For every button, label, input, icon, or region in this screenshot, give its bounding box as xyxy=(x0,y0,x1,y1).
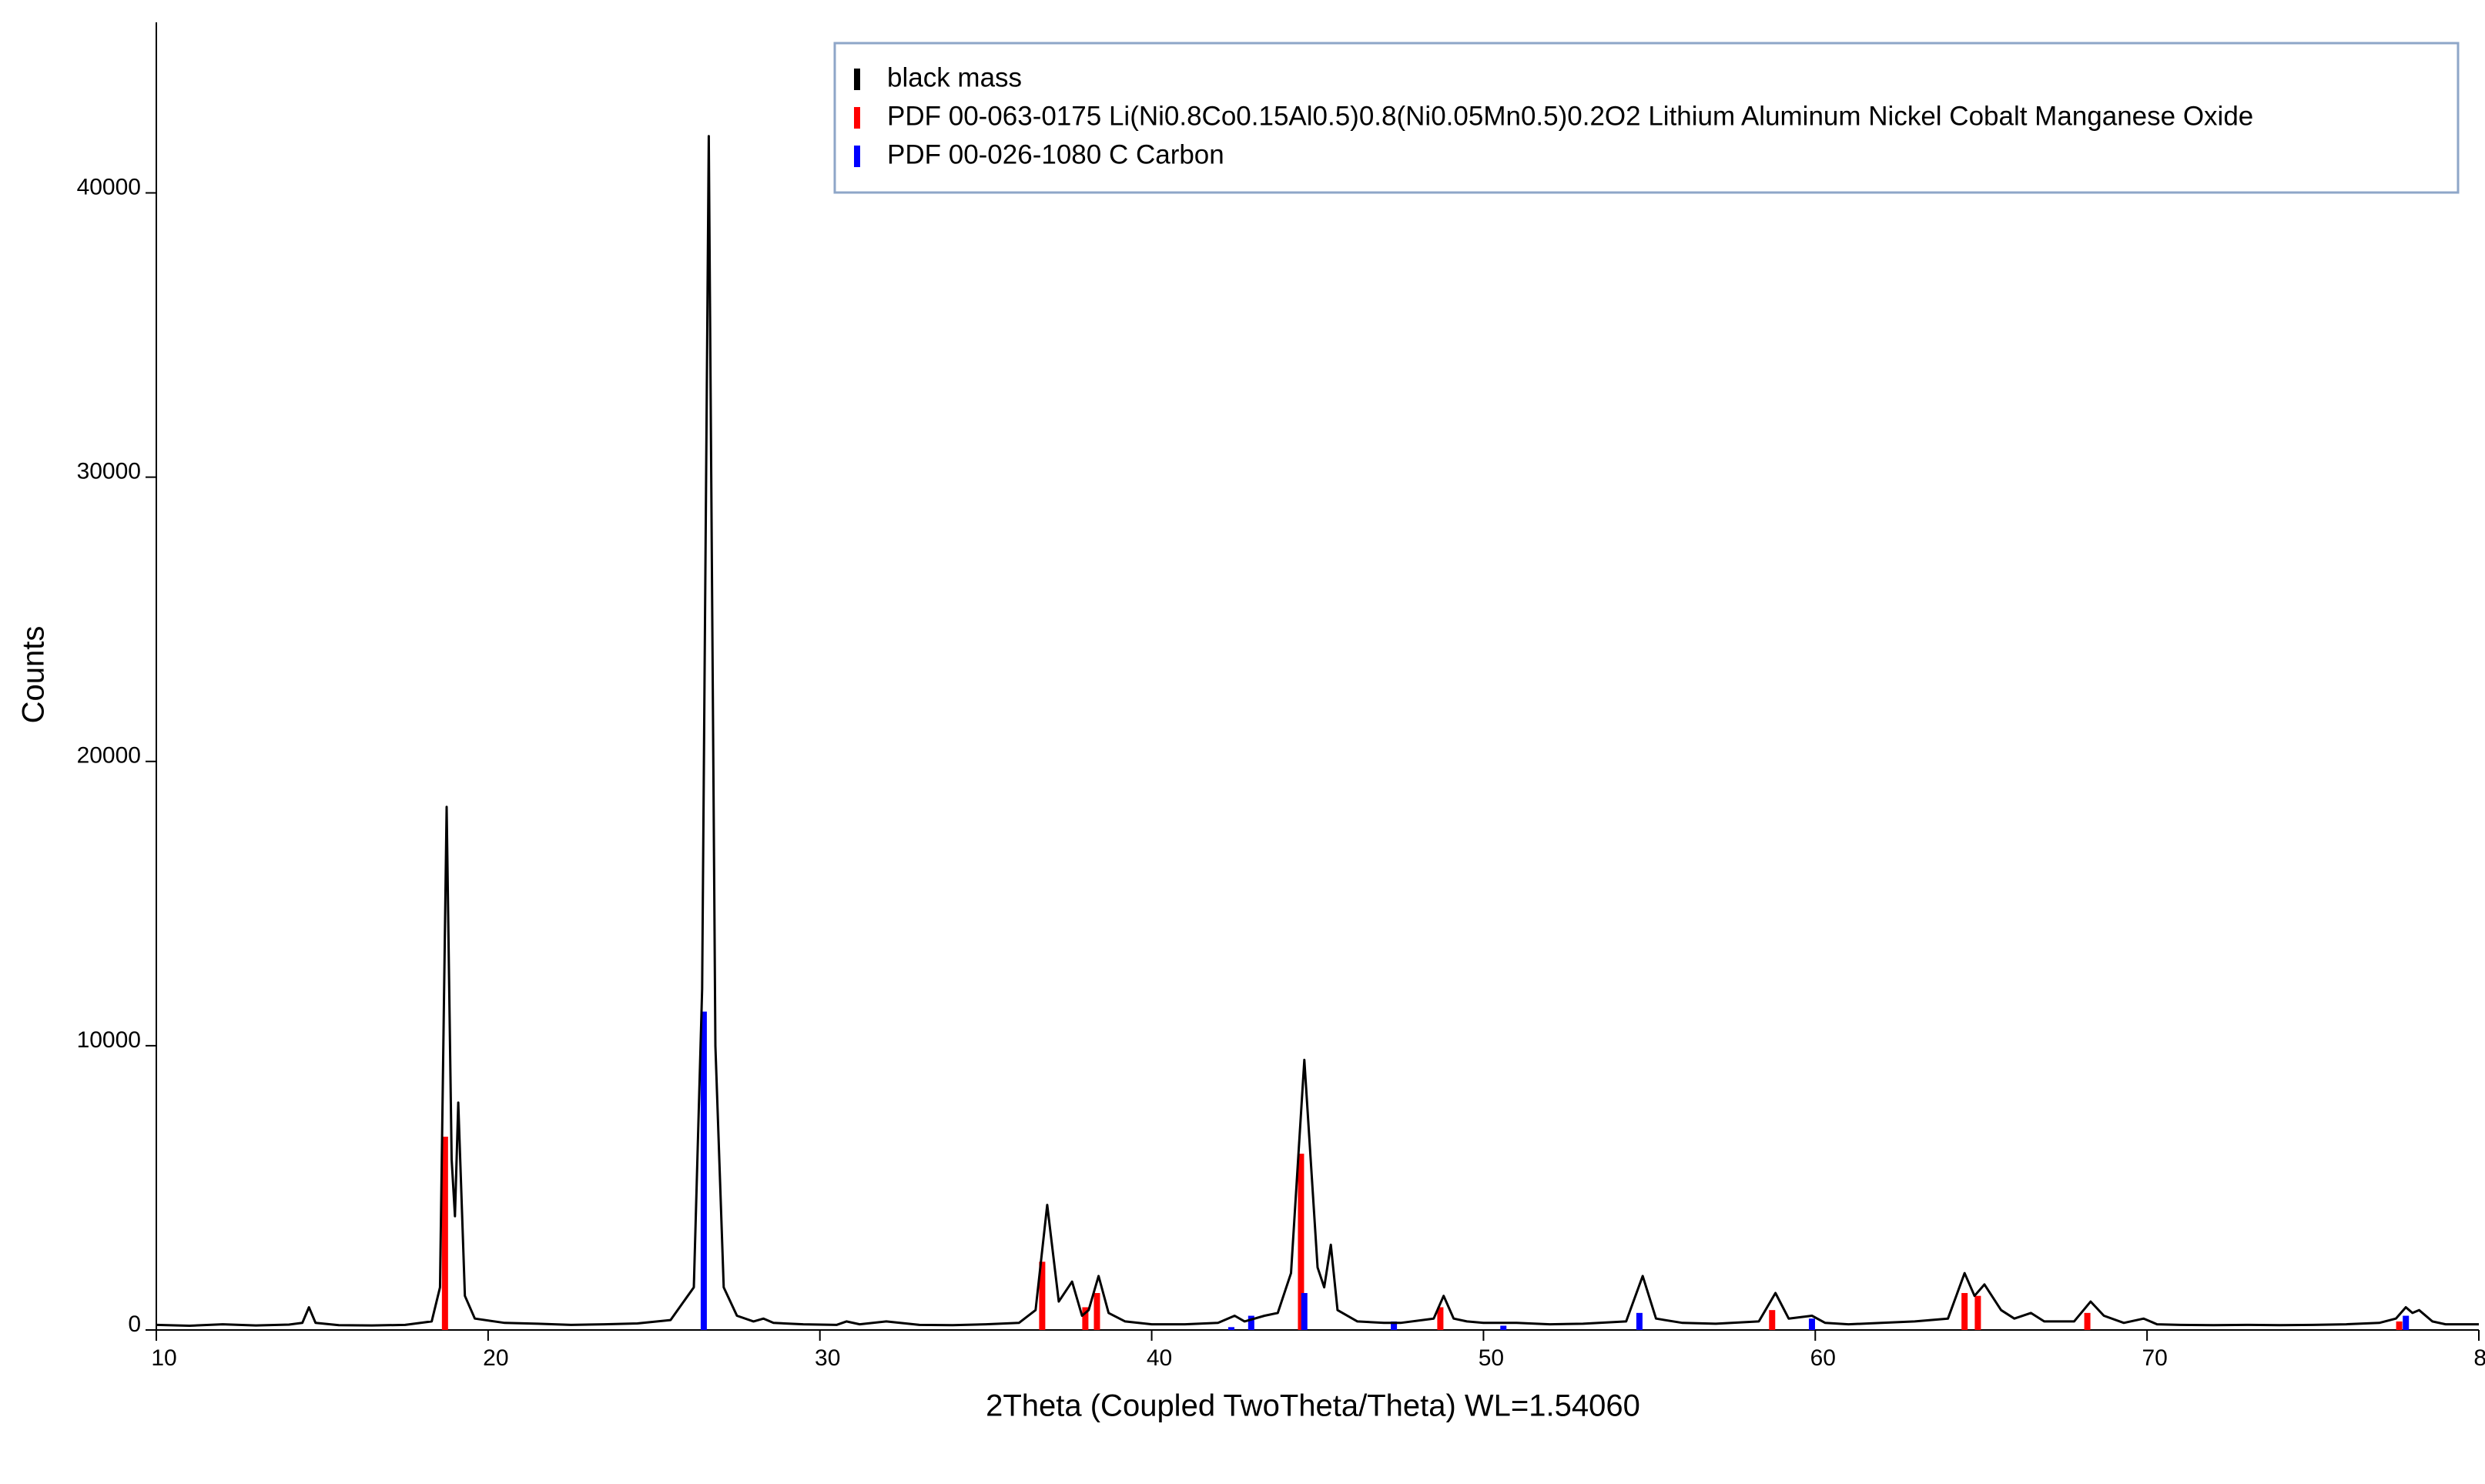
x-axis-title: 2Theta (Coupled TwoTheta/Theta) WL=1.540… xyxy=(986,1389,1640,1423)
reference-peak xyxy=(441,1136,448,1330)
legend-label: black mass xyxy=(887,62,1022,92)
x-tick-label: 80 xyxy=(2473,1345,2485,1371)
reference-peak xyxy=(1808,1318,1815,1330)
x-tick-label: 60 xyxy=(1810,1345,1836,1371)
reference-peak xyxy=(1391,1321,1398,1330)
x-tick-label: 30 xyxy=(815,1345,840,1371)
legend-label: PDF 00-026-1080 C Carbon xyxy=(887,139,1224,169)
y-tick-label: 10000 xyxy=(77,1027,141,1053)
x-tick-label: 50 xyxy=(1479,1345,1504,1371)
reference-peak xyxy=(1298,1154,1304,1330)
reference-peak xyxy=(1961,1293,1968,1330)
reference-peak xyxy=(700,1011,707,1330)
reference-peak xyxy=(1437,1307,1444,1330)
reference-peak xyxy=(1636,1312,1643,1330)
reference-peak xyxy=(1500,1325,1507,1330)
reference-peak xyxy=(1248,1315,1254,1330)
reference-peak xyxy=(2403,1315,2410,1330)
legend-marker xyxy=(854,146,860,167)
x-tick-label: 40 xyxy=(1147,1345,1172,1371)
reference-peak xyxy=(1082,1307,1089,1330)
legend-marker xyxy=(854,69,860,90)
reference-peak xyxy=(1301,1293,1308,1330)
x-tick-label: 20 xyxy=(483,1345,508,1371)
reference-peak xyxy=(1769,1310,1776,1330)
x-tick-label: 70 xyxy=(2142,1345,2167,1371)
y-tick-label: 30000 xyxy=(77,459,141,484)
legend-box xyxy=(833,42,2460,194)
reference-peak xyxy=(1093,1293,1100,1330)
legend-label: PDF 00-063-0175 Li(Ni0.8Co0.15Al0.5)0.8(… xyxy=(887,101,2253,131)
y-tick-label: 0 xyxy=(128,1311,141,1337)
y-axis-title: Counts xyxy=(17,626,51,724)
data-line xyxy=(156,135,2479,1327)
reference-peak xyxy=(1227,1327,1234,1330)
reference-peak xyxy=(1974,1295,1981,1330)
x-tick-label: 10 xyxy=(151,1345,176,1371)
legend-marker xyxy=(854,107,860,129)
reference-peak xyxy=(2396,1321,2403,1330)
reference-peak xyxy=(1039,1261,1046,1330)
y-tick-label: 20000 xyxy=(77,743,141,769)
y-tick-label: 40000 xyxy=(77,174,141,199)
reference-peak xyxy=(2084,1312,2091,1330)
